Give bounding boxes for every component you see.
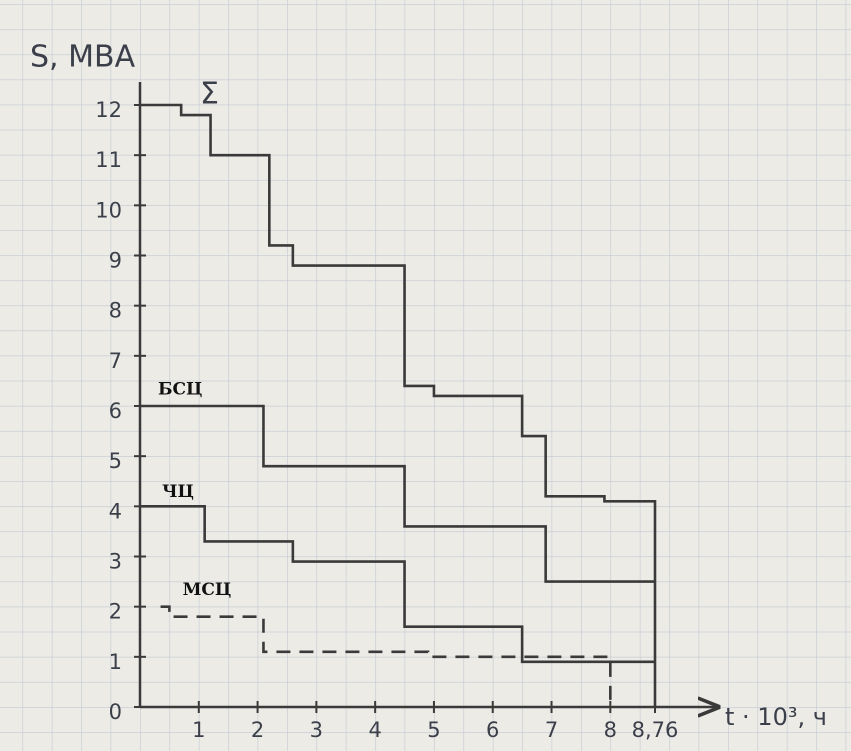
y-tick-label: 1 <box>109 650 122 674</box>
y-tick-label: 3 <box>109 550 122 574</box>
y-tick-label: 5 <box>109 449 122 473</box>
x-tick-label: 8 <box>604 718 617 742</box>
y-tick-label: 10 <box>95 198 122 222</box>
y-axis-title: S, МВА <box>30 40 136 75</box>
x-tick-label: 4 <box>368 718 381 742</box>
y-tick-label: 0 <box>109 700 122 724</box>
x-tick-label: 3 <box>310 718 323 742</box>
sum-label: Σ <box>200 77 219 112</box>
x-tick-label: 8,76 <box>632 718 679 742</box>
paper-grid <box>0 0 851 751</box>
series-label: МСЦ <box>183 580 232 600</box>
y-tick-label: 12 <box>95 98 122 122</box>
x-tick-label: 5 <box>427 718 440 742</box>
x-tick-label: 2 <box>251 718 264 742</box>
series-label: БСЦ <box>158 380 202 400</box>
y-tick-label: 9 <box>109 249 122 273</box>
x-tick-label: 1 <box>192 718 205 742</box>
x-tick-label: 7 <box>545 718 558 742</box>
x-axis-title: t · 10³, ч <box>725 703 827 731</box>
y-tick-label: 7 <box>109 349 122 373</box>
series-label: ЧЦ <box>162 482 194 502</box>
y-tick-label: 4 <box>109 499 122 523</box>
y-tick-label: 8 <box>109 299 122 323</box>
y-tick-label: 6 <box>109 399 122 423</box>
chart: S, МВА t · 10³, ч 0123456789101112123456… <box>0 0 851 751</box>
y-tick-label: 11 <box>95 148 122 172</box>
x-tick-label: 6 <box>486 718 499 742</box>
y-tick-label: 2 <box>109 600 122 624</box>
